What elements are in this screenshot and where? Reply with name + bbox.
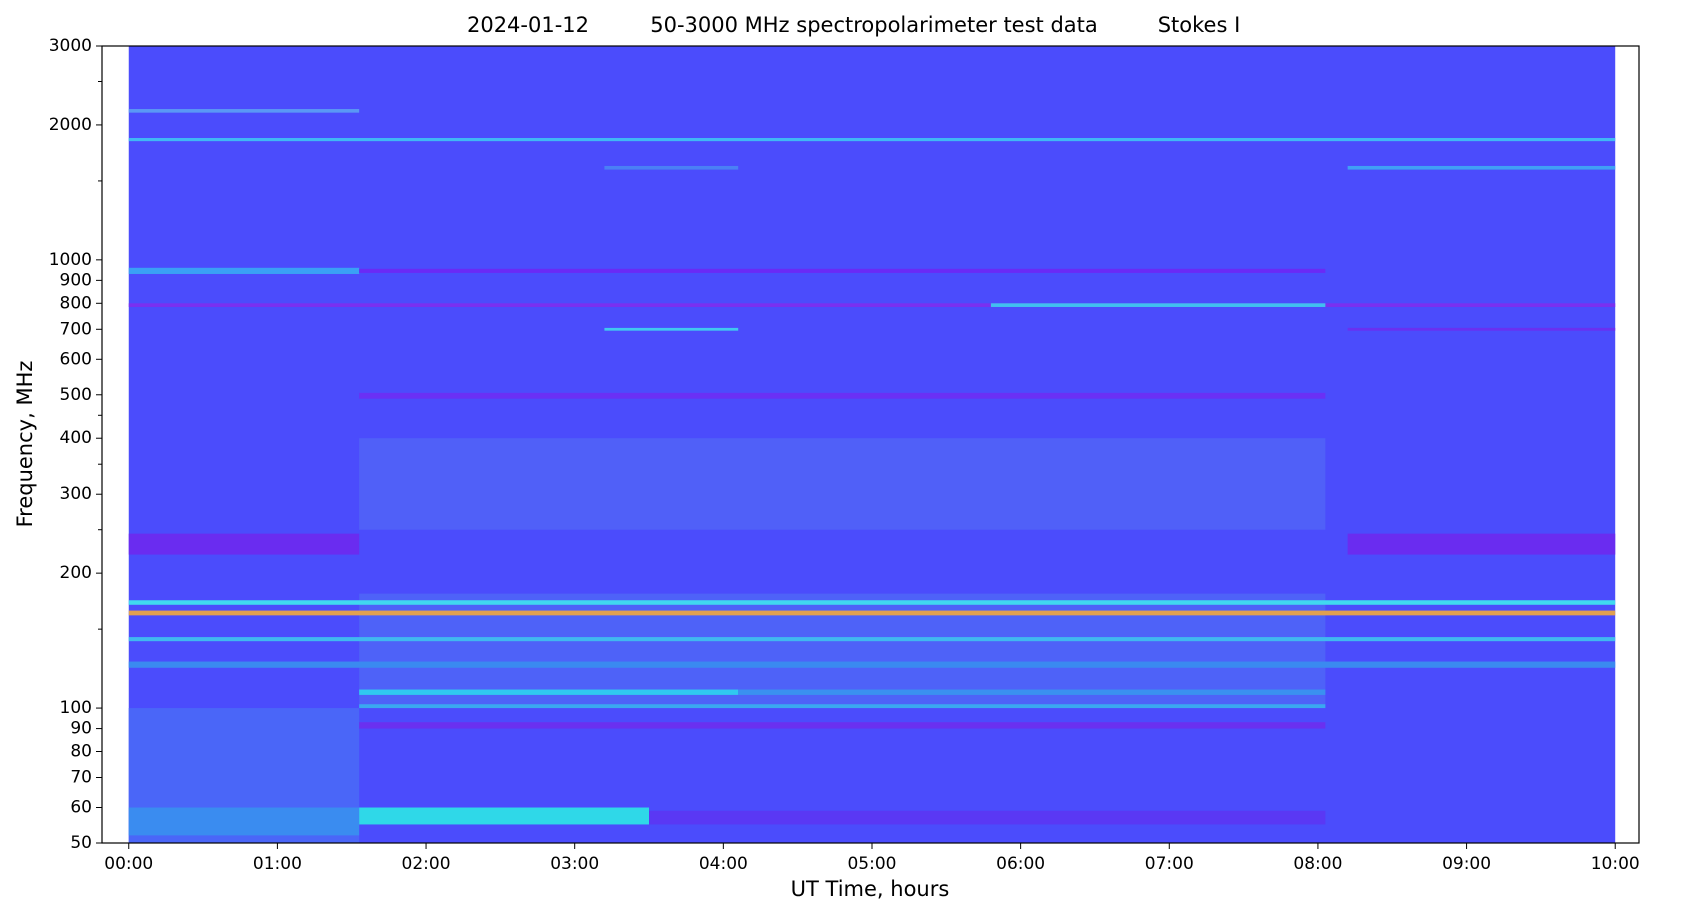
spectral-feature <box>604 327 739 331</box>
y-tick-label: 300 <box>60 484 92 504</box>
spectral-feature <box>1347 533 1616 555</box>
y-tick-label: 100 <box>60 698 92 718</box>
x-tick-label: 10:00 <box>1591 854 1640 874</box>
plot-area <box>128 46 1616 843</box>
spectral-feature <box>128 807 360 836</box>
spectral-feature <box>128 610 1616 616</box>
spectral-feature <box>604 165 739 170</box>
y-tick-label: 90 <box>70 719 92 739</box>
spectral-feature <box>359 392 1326 399</box>
spectral-feature <box>359 807 650 825</box>
spectral-feature <box>359 689 739 695</box>
y-tick-label: 500 <box>60 385 92 405</box>
y-tick-label: 200 <box>60 563 92 583</box>
spectral-feature <box>649 810 1326 825</box>
chart-title: 50-3000 MHz spectropolarimeter test data <box>650 13 1098 37</box>
chart-title-stokes: Stokes I <box>1158 13 1241 37</box>
spectral-feature <box>359 438 1326 530</box>
axes-frame <box>101 45 1640 844</box>
spectral-feature <box>128 533 360 555</box>
x-axis-label: UT Time, hours <box>791 877 950 901</box>
spectral-feature <box>738 689 1326 695</box>
x-tick-label: 05:00 <box>847 854 896 874</box>
x-tick-label: 06:00 <box>996 854 1045 874</box>
spectral-feature <box>359 722 1326 729</box>
spectral-feature <box>128 109 360 113</box>
y-tick-label: 800 <box>60 293 92 313</box>
y-tick-label: 80 <box>70 742 92 762</box>
spectral-feature <box>359 268 1326 273</box>
y-tick-label: 2000 <box>49 115 92 135</box>
x-tick-label: 09:00 <box>1442 854 1491 874</box>
y-axis-label: Frequency, MHz <box>13 361 37 528</box>
y-tick-label: 70 <box>70 768 92 788</box>
y-tick-label: 60 <box>70 798 92 818</box>
y-tick-label: 900 <box>60 270 92 290</box>
x-tick-label: 00:00 <box>104 854 153 874</box>
x-tick-label: 02:00 <box>402 854 451 874</box>
spectral-feature <box>128 661 1616 668</box>
y-tick-label: 600 <box>60 349 92 369</box>
x-tick-label: 01:00 <box>253 854 302 874</box>
x-tick-label: 04:00 <box>699 854 748 874</box>
y-tick-label: 50 <box>70 833 92 853</box>
x-tick-label: 08:00 <box>1293 854 1342 874</box>
y-tick-label: 700 <box>60 319 92 339</box>
chart-title-date: 2024-01-12 <box>467 13 589 37</box>
spectral-feature <box>359 704 1326 709</box>
y-tick-label: 1000 <box>49 250 92 270</box>
x-tick-label: 03:00 <box>550 854 599 874</box>
y-tick-label: 3000 <box>49 36 92 56</box>
y-tick-label: 400 <box>60 428 92 448</box>
spectral-feature <box>128 600 1616 605</box>
spectral-feature <box>990 303 1326 307</box>
spectral-feature <box>128 267 360 274</box>
spectral-feature <box>1347 165 1616 170</box>
spectral-feature <box>128 303 1616 307</box>
spectral-feature <box>128 637 1616 642</box>
spectral-feature <box>1347 327 1616 331</box>
spectral-feature <box>128 138 1616 142</box>
x-tick-label: 07:00 <box>1145 854 1194 874</box>
